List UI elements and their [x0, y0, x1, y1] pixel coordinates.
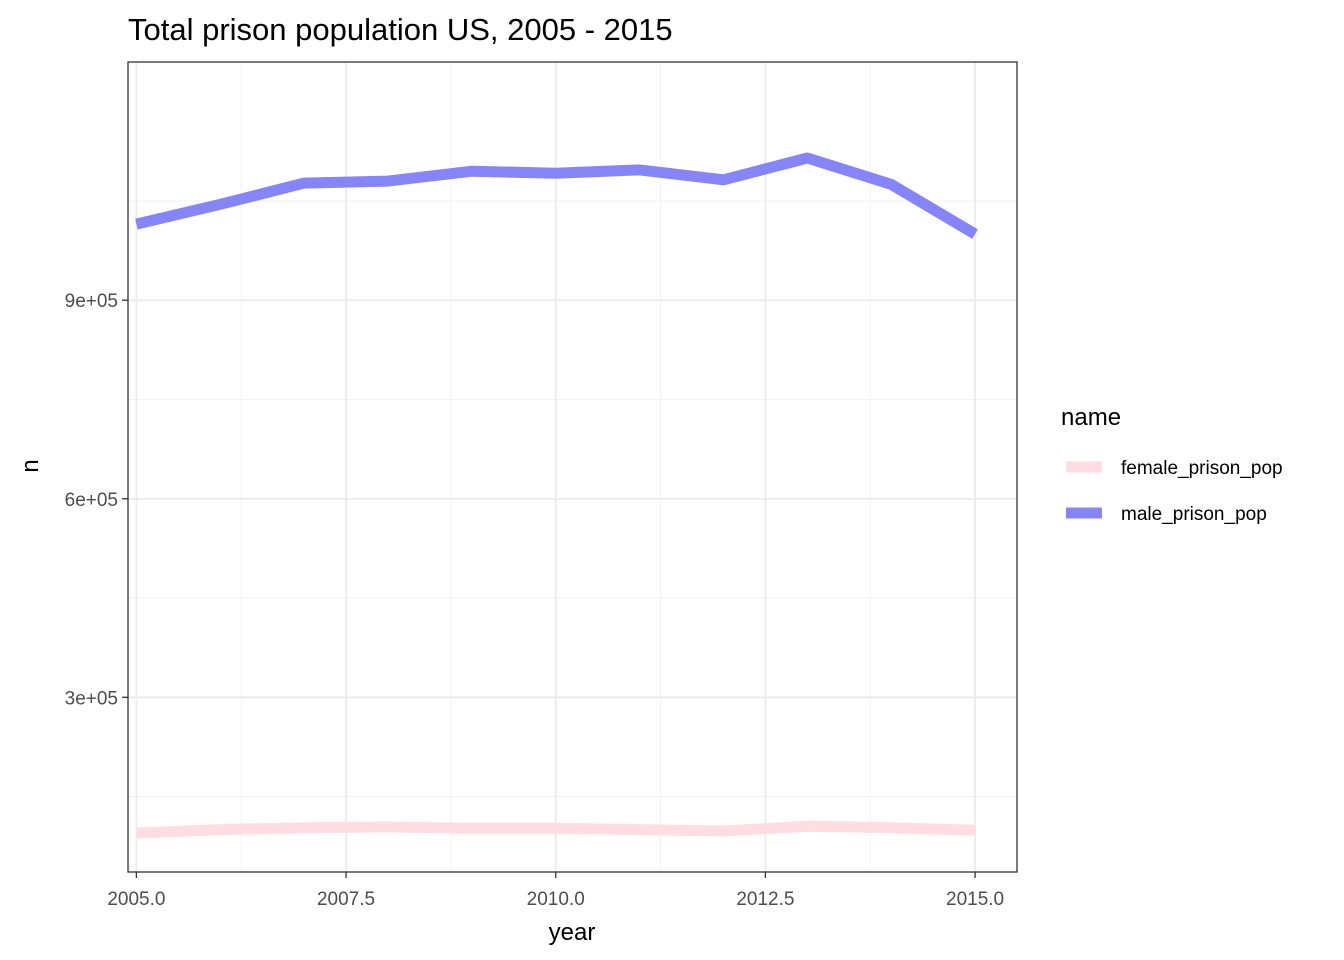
- major-gridlines: [128, 62, 1017, 872]
- series-lines: [135, 152, 978, 839]
- chart-title: Total prison population US, 2005 - 2015: [128, 12, 673, 47]
- legend-title: name: [1061, 404, 1121, 431]
- x-tick-label: 2007.5: [317, 889, 375, 910]
- series-line-female-prison-pop: [136, 820, 976, 839]
- y-axis-title: n: [17, 459, 44, 472]
- y-tick-label: 6e+05: [65, 490, 118, 511]
- y-axis: 3e+05 6e+05 9e+05: [65, 291, 128, 709]
- x-axis-title: year: [549, 919, 596, 946]
- x-axis: 2005.0 2007.5 2010.0 2012.5 2015.0: [107, 872, 1004, 910]
- legend-label-female-prison-pop: female_prison_pop: [1121, 458, 1283, 479]
- series-line-male-prison-pop: [135, 152, 978, 239]
- legend: name female_prison_pop male_prison_pop: [1061, 404, 1283, 525]
- x-tick-label: 2015.0: [946, 889, 1004, 910]
- legend-label-male-prison-pop: male_prison_pop: [1121, 504, 1267, 525]
- x-tick-label: 2012.5: [736, 889, 794, 910]
- x-tick-label: 2010.0: [527, 889, 585, 910]
- plot-panel-border: [127, 61, 1018, 873]
- x-tick-label: 2005.0: [107, 889, 165, 910]
- y-tick-label: 3e+05: [65, 688, 118, 709]
- y-tick-label: 9e+05: [65, 291, 118, 312]
